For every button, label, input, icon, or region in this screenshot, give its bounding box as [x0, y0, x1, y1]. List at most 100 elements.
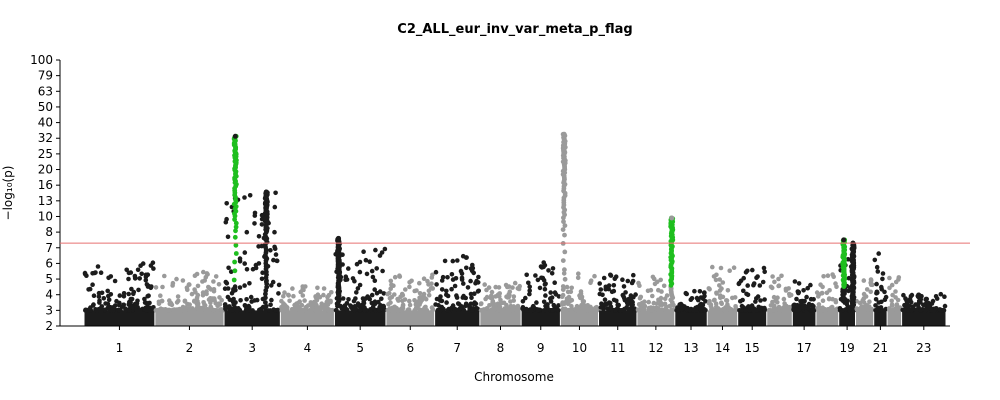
y-tick-label: 16 — [38, 178, 53, 192]
snp-point — [902, 308, 907, 313]
snp-point — [153, 285, 159, 290]
snp-point — [225, 294, 231, 300]
snp-point — [607, 306, 613, 312]
snp-point — [937, 307, 943, 312]
x-tick-label: 21 — [873, 341, 888, 355]
snp-point — [315, 292, 321, 298]
snp-point — [755, 294, 761, 299]
y-tick-label: 20 — [38, 163, 53, 177]
chromosome-points-22 — [886, 275, 903, 326]
snp-point — [776, 304, 782, 310]
snp-point — [348, 303, 353, 308]
snp-point — [798, 299, 803, 304]
snp-point — [761, 265, 767, 271]
peak-top-point — [841, 237, 847, 243]
snp-point — [479, 301, 484, 306]
snp-point — [498, 297, 503, 303]
snp-point — [873, 297, 879, 302]
snp-point — [508, 299, 513, 304]
chromosome-points-12 — [635, 274, 677, 326]
snp-point — [400, 302, 406, 308]
snp-point — [800, 305, 806, 310]
snp-point — [846, 288, 851, 294]
y-tick-label: 25 — [38, 147, 53, 161]
snp-point — [638, 294, 644, 300]
snp-point — [279, 298, 284, 304]
snp-point — [252, 213, 258, 218]
snp-point — [820, 284, 825, 290]
snp-point — [713, 277, 719, 283]
snp-point — [628, 293, 634, 298]
snp-point — [117, 308, 123, 313]
snp-point — [195, 301, 201, 307]
snp-point — [128, 296, 134, 302]
snp-point — [606, 286, 611, 292]
snp-point — [810, 306, 816, 312]
snp-point — [560, 292, 566, 298]
snp-point — [795, 302, 800, 308]
dense-band — [707, 310, 738, 326]
snp-point — [282, 306, 287, 312]
snp-point — [923, 307, 928, 313]
snp-point — [372, 287, 378, 292]
snp-point — [792, 279, 798, 284]
snp-point — [452, 283, 458, 289]
snp-point — [374, 290, 380, 296]
snp-point — [409, 278, 414, 284]
snp-point — [96, 294, 102, 299]
peak-point — [232, 217, 238, 222]
snp-point — [478, 307, 484, 313]
snp-point — [725, 302, 730, 307]
snp-point — [719, 300, 724, 306]
snp-point — [272, 204, 278, 210]
snp-point — [786, 286, 791, 291]
snp-point — [106, 275, 111, 281]
snp-point — [433, 269, 439, 275]
snp-point — [662, 296, 668, 302]
snp-point — [711, 274, 717, 279]
x-tick-label: 15 — [745, 341, 760, 355]
snp-point — [315, 285, 320, 291]
snp-point — [825, 273, 831, 279]
peak-point — [233, 228, 238, 234]
snp-point — [418, 308, 424, 313]
snp-point — [833, 299, 839, 305]
snp-point — [889, 298, 894, 304]
y-tick-label: 40 — [38, 116, 53, 130]
snp-point — [302, 298, 307, 303]
snp-point — [143, 278, 149, 283]
snp-point — [524, 272, 529, 278]
snp-point — [169, 302, 175, 308]
snp-point — [268, 248, 273, 253]
snp-point — [722, 308, 727, 313]
peak-top-point — [561, 131, 567, 137]
snp-point — [528, 308, 534, 313]
snp-point — [573, 306, 578, 312]
snp-point — [195, 283, 201, 289]
snp-point — [422, 295, 428, 301]
peak-point — [562, 232, 567, 238]
snp-point — [620, 277, 625, 283]
snp-point — [233, 308, 239, 313]
x-tick-label: 10 — [572, 341, 587, 355]
snp-point — [654, 301, 660, 306]
snp-point — [556, 308, 561, 313]
snp-point — [238, 298, 243, 303]
snp-point — [578, 295, 583, 301]
snp-point — [741, 275, 746, 281]
snp-point — [728, 307, 734, 312]
snp-point — [311, 299, 317, 305]
snp-point — [908, 299, 914, 305]
snp-point — [109, 307, 115, 313]
snp-point — [228, 269, 234, 275]
snp-point — [453, 276, 459, 281]
snp-point — [630, 302, 635, 308]
snp-point — [361, 249, 366, 254]
dense-band — [480, 310, 521, 326]
snp-point — [727, 268, 732, 274]
snp-point — [344, 307, 350, 312]
snp-point — [328, 308, 334, 313]
snp-point — [117, 293, 123, 298]
peak-point — [263, 300, 268, 305]
